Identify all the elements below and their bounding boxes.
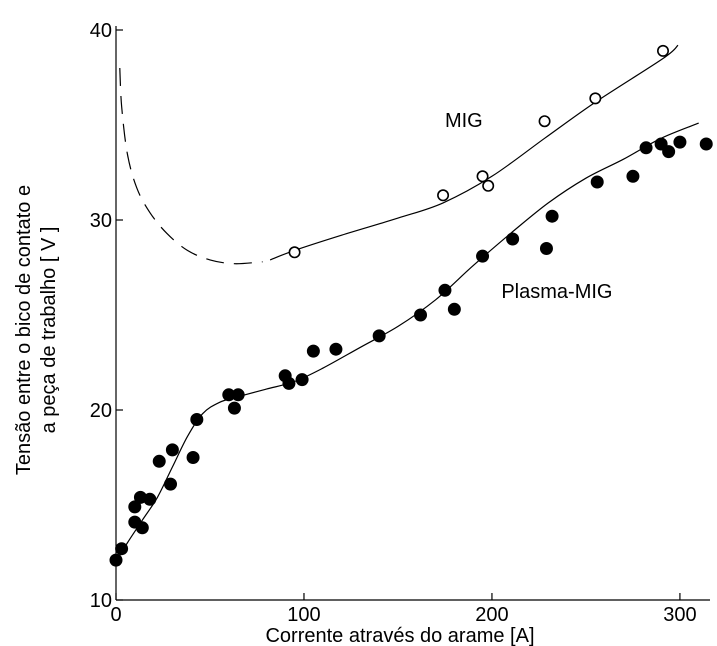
y-axis-title-line-2: a peça de trabalho [ V ] <box>38 227 60 434</box>
plasma-mig-point <box>231 388 245 402</box>
x-tick-label: 100 <box>287 604 320 626</box>
x-tick-label: 200 <box>475 604 508 626</box>
data-points <box>109 44 713 567</box>
plasma-mig-point <box>626 169 640 183</box>
plasma-mig-point <box>372 329 386 343</box>
plasma-mig-point <box>438 283 452 297</box>
x-tick-label: 300 <box>663 604 696 626</box>
plasma-mig-point <box>152 454 166 468</box>
plasma-mig-point <box>662 145 676 159</box>
mig-point <box>437 189 450 202</box>
plasma-mig-point <box>539 242 553 255</box>
fit-lines <box>115 44 699 563</box>
x-tick-label: 0 <box>110 604 121 626</box>
mig-fit-dashed <box>119 67 263 265</box>
mig-point <box>482 179 495 192</box>
y-tick-label: 20 <box>90 400 112 422</box>
y-tick-label: 40 <box>90 20 112 42</box>
y-tick-label: 10 <box>90 590 112 612</box>
plasma-mig-point <box>306 344 320 358</box>
plasma-mig-label: Plasma-MIG <box>501 281 612 303</box>
plasma-mig-point <box>135 521 149 535</box>
plasma-mig-point <box>329 342 343 356</box>
mig-point <box>288 246 301 259</box>
series-labels: MIG Plasma-MIG <box>445 110 613 303</box>
plasma-mig-point <box>227 401 241 415</box>
plasma-mig-point <box>164 477 178 491</box>
plasma-mig-point <box>165 443 179 457</box>
mig-fit-line <box>269 44 679 261</box>
mig-point <box>657 44 670 57</box>
y-tick-label: 30 <box>90 210 112 232</box>
y-axis-title-line-1: Tensão entre o bico de contato e <box>13 185 35 475</box>
plasma-mig-point <box>673 135 687 149</box>
mig-point <box>538 115 551 128</box>
plasma-mig-point <box>295 373 309 387</box>
plasma-mig-point <box>143 492 157 506</box>
plasma-mig-point <box>186 451 200 464</box>
plasma-mig-point <box>115 542 129 556</box>
plasma-mig-point <box>190 413 204 426</box>
plasma-mig-fit-line <box>115 122 699 563</box>
x-axis-title: Corrente através do arame [A] <box>265 625 534 646</box>
y-axis-title: Tensão entre o bico de contato e a peça … <box>13 185 60 475</box>
mig-label: MIG <box>445 110 483 132</box>
plasma-mig-point <box>447 302 461 316</box>
plasma-mig-point <box>545 209 559 223</box>
axes <box>115 26 710 601</box>
plasma-mig-point <box>476 249 490 263</box>
plasma-mig-point <box>699 137 713 151</box>
mig-point <box>476 170 489 183</box>
y-ticks: 10 20 30 40 <box>90 20 123 612</box>
x-ticks: 0 100 200 300 <box>110 593 697 626</box>
plasma-mig-point <box>414 308 428 322</box>
plasma-mig-point <box>109 553 123 567</box>
plasma-mig-point <box>590 175 604 189</box>
plasma-mig-point <box>506 232 520 246</box>
mig-point <box>589 92 602 105</box>
plasma-mig-point <box>639 141 653 155</box>
plasma-mig-point <box>128 500 142 514</box>
plasma-mig-point <box>282 376 296 390</box>
